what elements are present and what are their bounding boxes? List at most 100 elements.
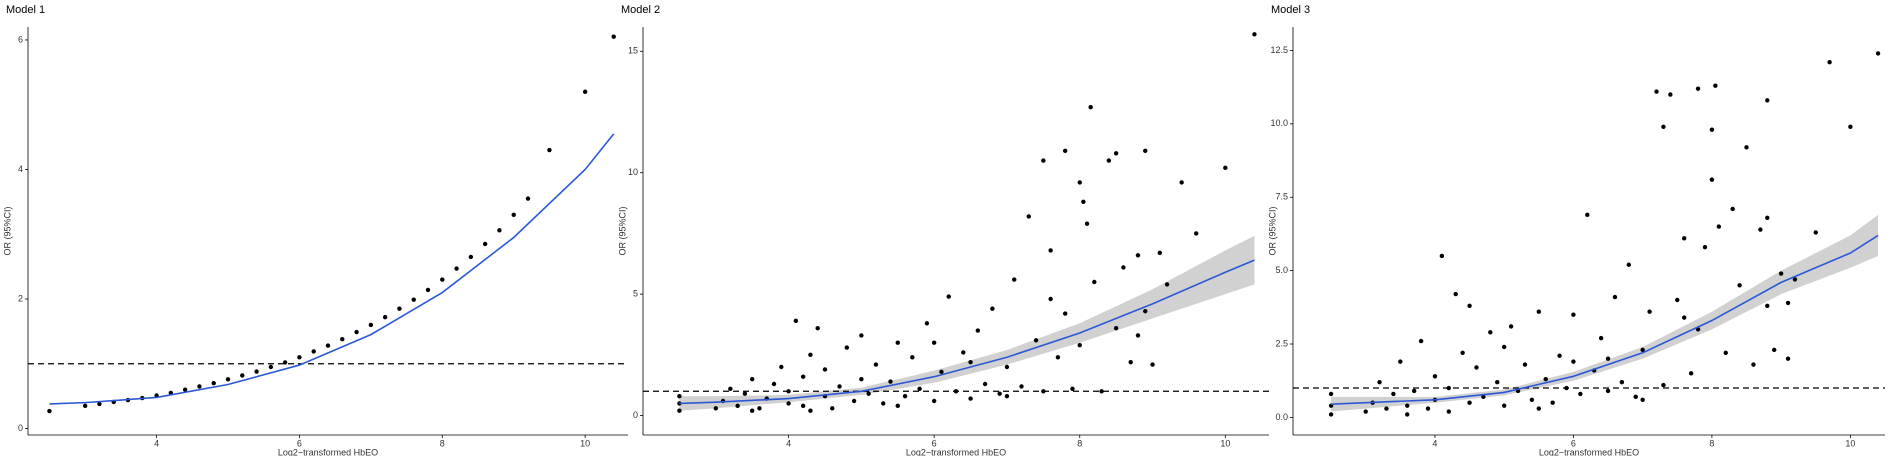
point <box>325 343 331 348</box>
point <box>1813 230 1818 235</box>
point <box>1598 335 1604 341</box>
point <box>968 359 973 365</box>
point <box>1088 104 1093 110</box>
point <box>1501 344 1507 350</box>
point <box>1640 347 1645 353</box>
point <box>1099 389 1104 394</box>
point <box>1723 350 1728 356</box>
fit-line <box>1331 234 1879 405</box>
point <box>1113 151 1119 156</box>
point <box>757 406 762 411</box>
point <box>440 277 445 282</box>
point <box>354 329 359 335</box>
point <box>282 360 288 365</box>
point <box>800 374 806 379</box>
point <box>182 387 188 392</box>
point <box>859 333 864 338</box>
y-tick-label: 2.5 <box>1275 338 1288 348</box>
point <box>1077 342 1082 348</box>
point <box>1550 400 1555 405</box>
point <box>1077 180 1082 185</box>
point <box>1875 51 1881 56</box>
point <box>1135 253 1141 258</box>
x-tick-label: 10 <box>580 438 590 448</box>
point <box>939 369 944 375</box>
y-tick-label: 2 <box>18 293 23 303</box>
point <box>997 391 1002 396</box>
point <box>225 377 231 382</box>
y-tick-label: 0 <box>633 410 638 420</box>
x-tick-label: 10 <box>1845 438 1855 448</box>
point <box>1391 391 1396 397</box>
fit-line <box>679 259 1255 405</box>
point <box>786 389 791 394</box>
point <box>1164 282 1170 287</box>
point <box>497 228 502 233</box>
point <box>1626 262 1632 267</box>
point <box>1682 236 1687 241</box>
x-tick-label: 6 <box>1571 438 1576 448</box>
point <box>837 384 842 389</box>
point <box>808 408 813 413</box>
point <box>677 393 682 399</box>
point <box>1084 221 1090 226</box>
point <box>917 386 922 392</box>
point <box>735 403 740 409</box>
point <box>1135 333 1141 338</box>
point <box>1460 350 1465 356</box>
point <box>1605 356 1611 361</box>
point <box>1633 394 1638 400</box>
point <box>895 403 900 409</box>
point <box>1661 382 1666 388</box>
point <box>1048 248 1053 253</box>
panel: Model 2 0 5 10 15 4 6 8 10 Log2−transformed HbEO O… <box>617 4 1269 456</box>
point <box>511 212 516 218</box>
point <box>1004 393 1010 399</box>
point <box>468 254 474 260</box>
point <box>771 381 777 387</box>
x-tick-label: 4 <box>1432 438 1437 448</box>
point <box>793 318 799 324</box>
point <box>815 325 820 331</box>
panel-title: Model 2 <box>621 4 660 16</box>
point <box>1661 124 1666 129</box>
point <box>1194 231 1199 236</box>
point <box>749 408 755 413</box>
point <box>931 398 937 404</box>
point <box>1041 389 1046 394</box>
point <box>1765 303 1770 309</box>
point <box>931 340 937 345</box>
point <box>1605 388 1611 394</box>
point <box>454 266 459 271</box>
point <box>1446 409 1451 414</box>
point <box>547 147 552 153</box>
y-tick-label: 12.5 <box>1270 45 1288 55</box>
point <box>1508 324 1514 329</box>
point <box>924 321 930 326</box>
point <box>946 294 951 299</box>
point <box>888 379 893 384</box>
point <box>800 403 806 409</box>
point <box>1848 124 1853 129</box>
point <box>1709 177 1715 182</box>
point <box>982 381 988 387</box>
point <box>197 384 202 389</box>
point <box>1033 338 1039 343</box>
point <box>953 389 959 394</box>
point <box>1654 89 1659 94</box>
y-tick-label: 10 <box>628 167 638 177</box>
point <box>1695 86 1701 91</box>
point <box>1363 409 1368 414</box>
point <box>910 355 915 360</box>
point <box>382 314 388 320</box>
point <box>1765 98 1770 103</box>
point <box>866 391 871 396</box>
point <box>1377 379 1382 385</box>
point <box>1062 311 1068 316</box>
point <box>975 328 981 333</box>
y-tick-label: 7.5 <box>1275 192 1288 202</box>
point <box>1418 338 1424 344</box>
y-tick-label: 10.0 <box>1270 118 1288 128</box>
point <box>1223 165 1228 171</box>
point <box>1467 303 1472 309</box>
